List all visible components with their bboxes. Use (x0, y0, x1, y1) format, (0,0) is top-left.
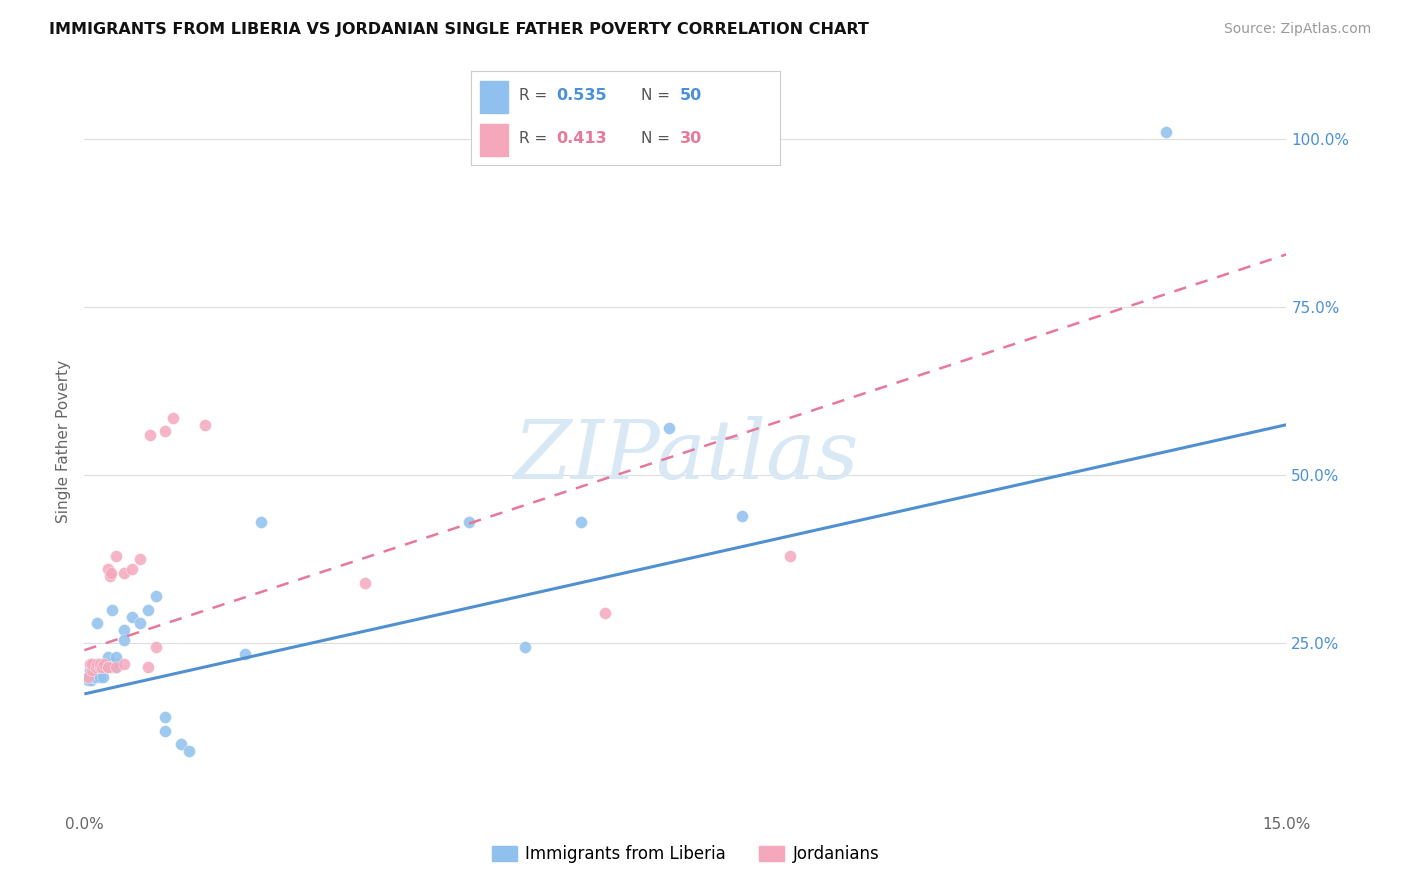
Point (87, 660, 110, 674)
Point (80, 666, 103, 681)
Point (169, 738, 191, 752)
Point (91, 660, 114, 674)
Point (89, 670, 111, 684)
Point (145, 640, 167, 654)
Text: Source: ZipAtlas.com: Source: ZipAtlas.com (1223, 22, 1371, 37)
Point (91, 670, 114, 684)
Text: ZIPatlas: ZIPatlas (513, 417, 858, 496)
Point (162, 411, 184, 425)
Point (89, 660, 111, 674)
Point (153, 425, 176, 439)
Text: N =: N = (641, 131, 675, 146)
Point (114, 633, 135, 648)
Point (97, 660, 120, 674)
Text: 0.535: 0.535 (557, 88, 607, 103)
Point (93, 657, 115, 671)
Point (98, 569, 121, 583)
Point (101, 603, 124, 617)
Point (114, 623, 135, 637)
Point (233, 647, 256, 661)
Point (80, 673, 103, 688)
Point (83, 670, 105, 684)
Point (76, 673, 98, 688)
Text: 30: 30 (681, 131, 702, 146)
Text: 50: 50 (681, 88, 702, 103)
Text: R =: R = (519, 131, 553, 146)
Text: N =: N = (641, 88, 675, 103)
Point (100, 566, 122, 580)
Point (569, 516, 592, 530)
Point (1156, 125, 1178, 139)
Point (153, 710, 176, 724)
Y-axis label: Single Father Poverty: Single Father Poverty (56, 360, 72, 523)
Point (97, 649, 120, 664)
Point (194, 417, 217, 432)
Point (595, 606, 617, 620)
Point (121, 562, 143, 576)
Point (249, 516, 271, 530)
Point (94, 660, 117, 674)
Point (76, 670, 98, 684)
Point (82, 670, 104, 684)
Point (79, 664, 101, 678)
Point (105, 660, 128, 674)
Point (89, 657, 111, 671)
Point (515, 640, 537, 654)
Point (730, 508, 752, 523)
Point (354, 575, 377, 590)
Point (105, 549, 128, 563)
Point (87, 657, 110, 671)
Point (177, 744, 200, 758)
Point (97, 562, 120, 576)
Legend: Immigrants from Liberia, Jordanians: Immigrants from Liberia, Jordanians (485, 838, 886, 870)
Point (153, 723, 176, 738)
Point (129, 552, 152, 566)
Point (83, 660, 105, 674)
Point (129, 616, 152, 631)
Point (105, 649, 128, 664)
Point (97, 657, 120, 671)
Point (91, 657, 114, 671)
Point (82, 657, 104, 671)
Point (779, 549, 801, 563)
Point (97, 660, 120, 674)
Point (138, 603, 160, 617)
Point (658, 421, 681, 435)
Point (145, 590, 167, 604)
Bar (481, 81, 508, 112)
Point (114, 566, 135, 580)
Point (105, 657, 128, 671)
Point (100, 660, 122, 674)
Point (458, 516, 481, 530)
Point (84, 660, 107, 674)
Point (82, 660, 104, 674)
Point (105, 660, 128, 674)
Point (77, 670, 100, 684)
Bar (481, 124, 508, 156)
Text: 0.413: 0.413 (557, 131, 607, 146)
Point (84, 660, 107, 674)
Point (97, 660, 120, 674)
Point (114, 657, 135, 671)
Point (79, 657, 101, 671)
Point (86, 657, 108, 671)
Point (138, 660, 160, 674)
Point (86, 616, 108, 631)
Point (89, 660, 111, 674)
Text: IMMIGRANTS FROM LIBERIA VS JORDANIAN SINGLE FATHER POVERTY CORRELATION CHART: IMMIGRANTS FROM LIBERIA VS JORDANIAN SIN… (49, 22, 869, 37)
Point (89, 657, 111, 671)
Point (98, 660, 121, 674)
Point (139, 427, 162, 442)
Point (82, 664, 104, 678)
Text: R =: R = (519, 88, 553, 103)
Point (93, 657, 115, 671)
Point (121, 609, 143, 624)
Point (86, 670, 108, 684)
Point (82, 657, 104, 671)
Point (89, 660, 111, 674)
